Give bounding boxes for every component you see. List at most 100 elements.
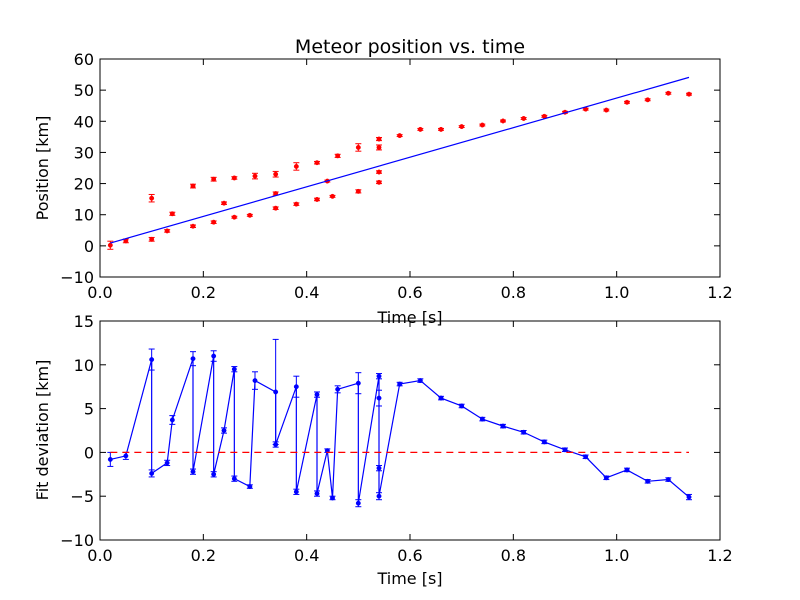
deviation-chart: 0.0 0.2 0.4 0.6 0.8 1.0 1.2 −10 −5 0 5 10 15 Time [s… (33, 312, 733, 588)
deviation-data-point (603, 475, 609, 481)
position-data-point (293, 163, 299, 169)
position-xtick-label: 1.0 (604, 283, 629, 302)
deviation-data-point (541, 439, 547, 445)
deviation-xtick-label: 1.0 (604, 546, 629, 565)
position-xtick-label: 1.2 (707, 283, 732, 302)
position-chart-title: Meteor position vs. time (295, 36, 525, 58)
deviation-data-point (376, 395, 382, 401)
deviation-data-point (314, 392, 320, 398)
deviation-data-point (417, 378, 423, 384)
position-data-point (190, 183, 196, 189)
position-xtick-label: 0.6 (397, 283, 422, 302)
deviation-data-point (314, 491, 320, 497)
position-data-point (417, 126, 423, 132)
position-data-point (330, 193, 335, 199)
position-xtick-label: 0.4 (294, 283, 319, 302)
position-chart-xlabel: Time [s] (376, 308, 442, 327)
deviation-data-point (376, 373, 382, 379)
position-data-point (273, 205, 279, 211)
deviation-data-point (355, 500, 361, 506)
position-xtick-label: 0.0 (87, 283, 112, 302)
position-xtick-label: 0.2 (191, 283, 216, 302)
deviation-xtick-label: 0.8 (501, 546, 526, 565)
deviation-data-point (438, 395, 444, 401)
position-data-point (211, 176, 217, 182)
position-data-point (273, 171, 279, 177)
deviation-data-point (335, 386, 341, 392)
position-data-point (355, 188, 361, 194)
deviation-data-point (521, 429, 527, 435)
position-data-point (231, 214, 237, 220)
deviation-data-point (583, 454, 589, 460)
position-ytick-label: −10 (60, 268, 94, 287)
position-data-point (247, 212, 253, 218)
deviation-data-point (190, 469, 196, 475)
position-data-point (252, 173, 258, 179)
position-data-point (211, 219, 217, 225)
position-data-point (645, 97, 651, 103)
deviation-data-point (211, 353, 217, 359)
position-data-point (397, 133, 403, 139)
position-xtick-label: 0.8 (501, 283, 526, 302)
deviation-data-point (231, 366, 237, 372)
position-chart-marks (107, 76, 692, 250)
deviation-ytick-label: −5 (70, 487, 94, 506)
deviation-data-point (273, 389, 279, 395)
deviation-xtick-label: 0.0 (87, 546, 112, 565)
deviation-data-point (273, 442, 279, 447)
position-ytick-label: 30 (74, 143, 94, 162)
position-fit-line (110, 76, 690, 244)
deviation-ytick-label: 15 (74, 312, 94, 331)
deviation-data-point (149, 357, 155, 362)
deviation-data-point (624, 467, 630, 473)
position-data-point (500, 118, 506, 124)
deviation-data-point (211, 471, 217, 477)
deviation-data-point (190, 356, 196, 362)
deviation-data-point (293, 489, 299, 495)
position-data-point (376, 144, 382, 150)
position-ytick-label: 40 (74, 112, 94, 131)
deviation-data-point (247, 484, 253, 490)
deviation-data-point (500, 423, 506, 429)
position-data-point (231, 175, 237, 181)
deviation-data-point (293, 384, 299, 390)
position-data-point (107, 242, 113, 248)
deviation-data-point (459, 403, 465, 409)
deviation-xtick-label: 0.6 (397, 546, 422, 565)
position-data-point (376, 136, 382, 142)
deviation-data-point (645, 478, 651, 484)
deviation-data-point (149, 470, 155, 476)
position-data-point (624, 99, 630, 105)
position-data-point (293, 201, 299, 207)
position-data-point (355, 144, 361, 150)
position-ytick-label: 60 (74, 50, 94, 69)
deviation-ytick-label: 0 (84, 443, 94, 462)
position-data-point (686, 91, 692, 97)
position-data-point (314, 160, 320, 166)
position-ytick-label: 0 (84, 237, 94, 256)
deviation-data-point (252, 378, 258, 384)
deviation-data-point (665, 477, 671, 483)
deviation-data-point (107, 456, 113, 462)
deviation-chart-ylabel: Fit deviation [km] (33, 360, 52, 501)
position-data-point (376, 179, 382, 185)
position-chart: Meteor position vs. time 0.0 0.2 0.4 0.6 0.8… (33, 36, 733, 327)
position-chart-ylabel: Position [km] (33, 116, 52, 221)
deviation-ytick-label: 5 (84, 400, 94, 419)
deviation-data-point (562, 447, 568, 453)
deviation-data-point (330, 495, 335, 501)
position-data-point (314, 197, 320, 202)
deviation-chart-axes: 0.0 0.2 0.4 0.6 0.8 1.0 1.2 −10 −5 0 5 10 15 (60, 312, 732, 565)
position-data-point (479, 122, 485, 128)
deviation-xtick-label: 0.4 (294, 546, 319, 565)
position-data-point (164, 228, 170, 234)
position-ytick-label: 10 (74, 206, 94, 225)
deviation-data-point (397, 381, 403, 387)
position-data-point (438, 126, 444, 132)
deviation-data-point (479, 416, 485, 422)
deviation-data-point (169, 417, 175, 423)
position-data-point (376, 169, 382, 175)
position-data-point (335, 153, 341, 159)
position-data-point (521, 116, 527, 121)
